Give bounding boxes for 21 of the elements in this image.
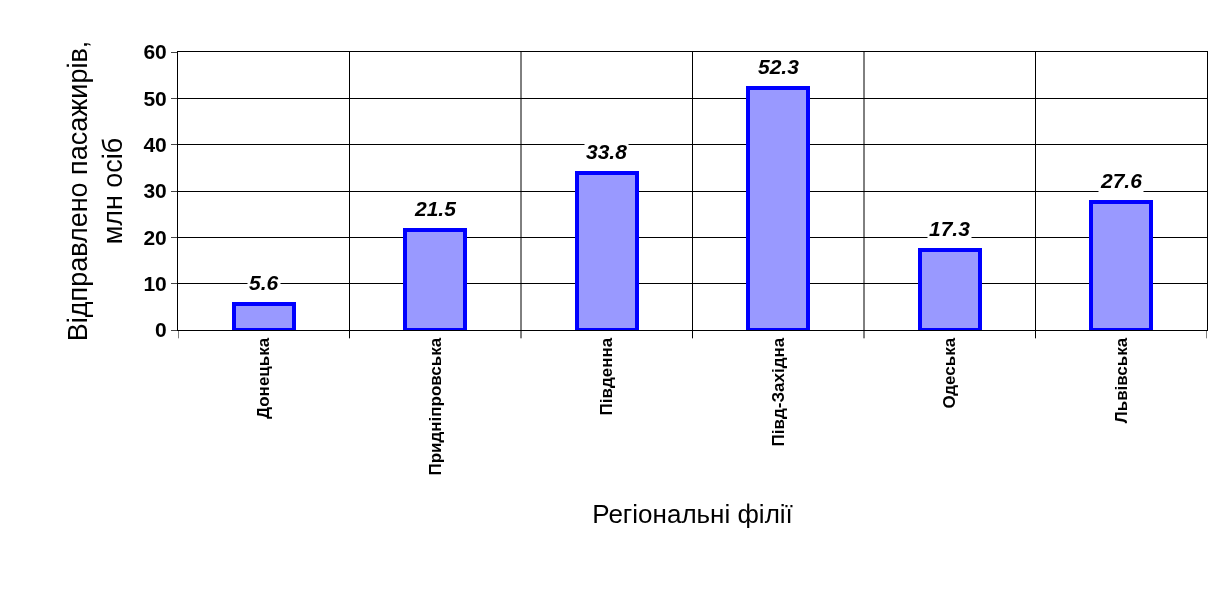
data-label: 5.6	[249, 271, 279, 294]
y-axis-title: Відправлено пасажирів, млн осіб	[63, 40, 129, 342]
x-tick-label: Одеська	[940, 337, 960, 409]
x-axis-title: Регіональні філії	[592, 499, 793, 530]
data-label: 52.3	[758, 55, 800, 78]
y-tick-label: 50	[143, 86, 167, 110]
data-label: 17.3	[929, 217, 971, 240]
data-label: 33.8	[586, 140, 628, 163]
y-tick-label: 40	[143, 133, 167, 157]
y-tick-label: 60	[143, 40, 167, 64]
y-tick-label: 20	[143, 225, 167, 249]
data-label: 27.6	[1100, 169, 1143, 192]
x-tick-label: Придніпровська	[425, 337, 445, 476]
y-tick-label: 0	[155, 318, 167, 342]
x-tick-label: Львівська	[1111, 337, 1131, 424]
data-label: 21.5	[414, 197, 457, 220]
y-tick-label: 30	[143, 179, 167, 203]
x-tick-label: Донецька	[254, 337, 274, 420]
x-tick-label: Півд-Західна	[768, 337, 788, 447]
x-tick-label: Південна	[597, 337, 617, 416]
y-tick-label: 10	[143, 272, 167, 296]
